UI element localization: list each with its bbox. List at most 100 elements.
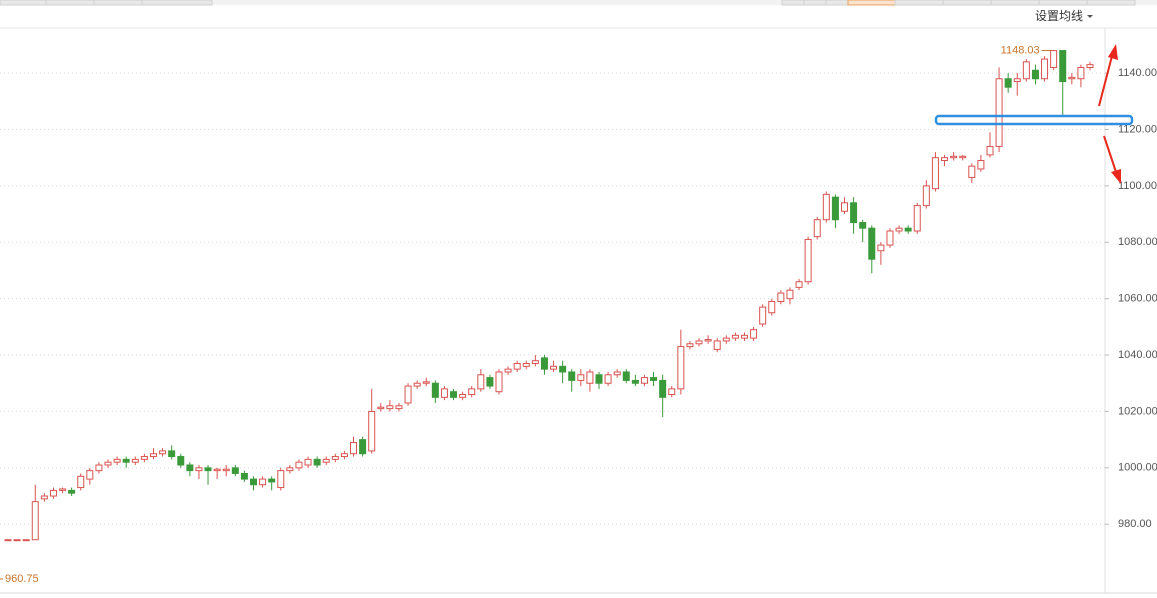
candle-body xyxy=(131,458,139,463)
candle-body xyxy=(368,410,376,452)
candle-body xyxy=(404,385,412,404)
candle-body xyxy=(913,205,921,232)
candle-body xyxy=(495,371,503,393)
candle-body xyxy=(95,464,103,472)
candle-body xyxy=(304,458,312,466)
candle-body xyxy=(104,461,112,466)
candle-body xyxy=(795,281,803,288)
tab[interactable] xyxy=(1086,0,1136,6)
tab[interactable] xyxy=(825,0,849,6)
tab[interactable] xyxy=(1038,0,1088,6)
y-tick-label: 980.00 xyxy=(1118,518,1152,530)
candle-body xyxy=(1013,78,1021,83)
candle-body xyxy=(322,458,330,463)
candle-body xyxy=(1050,50,1058,68)
grid xyxy=(0,72,1105,525)
candle-body xyxy=(941,157,949,162)
candle-body xyxy=(831,196,839,221)
candle-body xyxy=(622,371,630,381)
y-tick-label: 1060.00 xyxy=(1118,293,1157,305)
candle-body xyxy=(504,368,512,373)
candle-body xyxy=(804,238,812,283)
candle-body xyxy=(677,346,685,390)
candle-body xyxy=(359,439,367,455)
candle-body xyxy=(750,329,758,339)
candle-body xyxy=(313,458,321,466)
candle-body xyxy=(759,306,767,325)
candle-body xyxy=(550,365,558,370)
candle-body xyxy=(813,219,821,238)
candle-body xyxy=(177,456,185,466)
candle-body xyxy=(586,371,594,384)
candle-body xyxy=(77,475,85,489)
candle-body xyxy=(486,377,494,387)
tab[interactable] xyxy=(45,0,95,6)
candle-body xyxy=(477,374,485,390)
tab[interactable] xyxy=(0,0,47,6)
arrow-up xyxy=(1098,55,1113,107)
candle-body xyxy=(259,478,267,486)
candle-body xyxy=(777,292,785,302)
candle-body xyxy=(213,468,221,472)
y-tick-label: 1120.00 xyxy=(1118,123,1157,135)
candle-body xyxy=(186,464,194,472)
tab[interactable] xyxy=(990,0,1040,6)
candle-body xyxy=(31,501,39,541)
candle-body xyxy=(713,340,721,350)
candle-body xyxy=(1004,78,1012,88)
candle-body xyxy=(1041,58,1049,80)
candle-body xyxy=(595,374,603,384)
candle-body xyxy=(204,467,212,472)
y-tick-label: 1000.00 xyxy=(1118,462,1157,474)
candle-body xyxy=(59,488,67,491)
dropdown-caret xyxy=(1087,15,1093,18)
candle-body xyxy=(904,227,912,232)
candle-body xyxy=(149,453,157,458)
candle-body xyxy=(168,450,176,458)
candle-body xyxy=(1086,64,1094,68)
candle-body xyxy=(822,193,830,221)
y-axis: 980.00 1000.00 1020.00 1040.00 1060.00 1080.0… xyxy=(1104,28,1157,593)
candle-body xyxy=(1022,61,1030,80)
tab[interactable] xyxy=(942,0,992,6)
candle-body xyxy=(631,379,639,384)
candle-body xyxy=(113,458,121,463)
candle-body xyxy=(422,381,430,384)
candle-body xyxy=(522,363,530,367)
candle-body xyxy=(922,185,930,207)
candle-body xyxy=(1059,50,1067,83)
candle-body xyxy=(740,334,748,339)
candle-body xyxy=(450,391,458,398)
candle-body xyxy=(931,157,939,190)
tab[interactable] xyxy=(803,0,827,6)
y-tick-label: 1040.00 xyxy=(1118,349,1157,361)
candle-body xyxy=(249,478,257,486)
candle-body xyxy=(668,388,676,396)
y-tick-label: 1100.00 xyxy=(1118,180,1157,192)
ma-button[interactable]: 设置均线 xyxy=(1035,9,1093,23)
tab[interactable] xyxy=(894,0,944,6)
arrow-head xyxy=(1108,44,1118,60)
candle-body xyxy=(568,371,576,381)
candle-body xyxy=(895,227,903,232)
candle-body xyxy=(459,394,467,398)
tab[interactable] xyxy=(93,0,143,6)
tab[interactable] xyxy=(781,0,805,6)
arrow-head xyxy=(1111,169,1121,184)
candle-body xyxy=(195,467,203,472)
candle-body xyxy=(559,365,567,373)
candle-body xyxy=(4,539,12,542)
candle-body xyxy=(350,441,358,455)
candle-body xyxy=(159,450,167,455)
max-label: 1148.03 xyxy=(1001,44,1040,56)
arrows xyxy=(1098,44,1121,184)
y-tick-label: 1080.00 xyxy=(1118,236,1157,248)
candle-body xyxy=(959,155,967,159)
candle-body xyxy=(850,202,858,224)
button-label[interactable]: 设置均线 xyxy=(1035,9,1083,23)
candle-body xyxy=(868,227,876,260)
tab-active[interactable] xyxy=(847,0,896,6)
tab[interactable] xyxy=(141,0,213,6)
candle-body xyxy=(886,230,894,246)
